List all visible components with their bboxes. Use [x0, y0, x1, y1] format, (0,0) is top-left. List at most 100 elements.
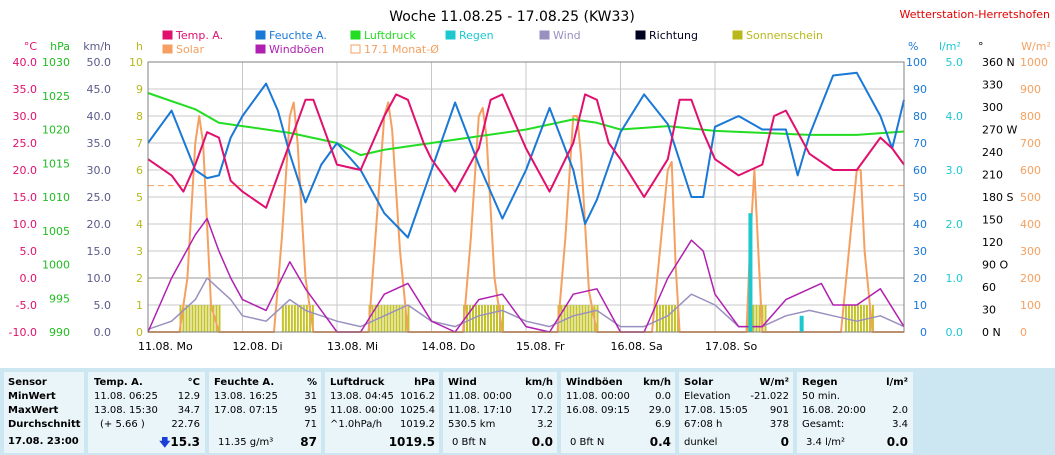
stats-col-solar-bg [679, 372, 793, 453]
sunshine-bar [496, 305, 498, 332]
solar-tick: 400 [1020, 218, 1041, 231]
humidity-tick: 40 [913, 218, 927, 231]
solar-tick: 900 [1020, 83, 1041, 96]
sun-tick: 6 [136, 164, 143, 177]
temp-tick: 10.0 [13, 218, 38, 231]
sunshine-bar [475, 305, 477, 332]
sunshine-bar [871, 305, 874, 332]
sunshine-bar [389, 305, 392, 332]
solar-tick: 200 [1020, 272, 1041, 285]
druck-avg: 1019.2 [400, 419, 435, 430]
boeen-max-time: 16.08. 09:15 [566, 405, 630, 416]
wind-avg-extra: 530.5 km [448, 419, 496, 430]
temp-now: 15.3 [170, 435, 200, 449]
sun-tick: 0 [136, 326, 143, 339]
sun-tick: 5 [136, 191, 143, 204]
wind-min-time: 11.08. 00:00 [448, 391, 512, 402]
stats-col-temp-bg [88, 372, 205, 453]
rain-tick: 2.0 [946, 218, 964, 231]
solar-max: 901 [769, 405, 789, 416]
sun-axis-title: h [136, 40, 143, 53]
sunshine-bar [308, 305, 311, 332]
legend-swatch-4 [539, 30, 550, 40]
solar-tick: 700 [1020, 137, 1041, 150]
sunshine-bar [484, 305, 486, 332]
rain-tick: 4.0 [946, 110, 964, 123]
sunshine-bar [293, 305, 296, 332]
sun-tick: 8 [136, 110, 143, 123]
stats-panel: Sensor MinWert MaxWert Durchschnitt 17.0… [0, 368, 1055, 455]
stats-col-feuchte-bg [209, 372, 321, 453]
sunshine-bar [481, 305, 483, 332]
series-feuchte-a- [147, 71, 905, 239]
wind-min: 0.0 [537, 391, 553, 402]
legend-swatch-2 [350, 30, 361, 40]
temp-tick: 0.0 [20, 272, 38, 285]
solar-tick: 800 [1020, 110, 1041, 123]
solar-axis-title: W/m² [1021, 40, 1051, 53]
legend-label-7: Solar [176, 43, 205, 56]
pressure-tick: 1010 [42, 191, 70, 204]
direction-tick: 60 [982, 281, 996, 294]
humidity-tick: 50 [913, 191, 927, 204]
direction-tick: 0 N [982, 326, 1001, 339]
sunshine-bar [407, 305, 410, 332]
sun-tick: 2 [136, 272, 143, 285]
sunshine-bar [395, 305, 398, 332]
sunshine-bar [182, 305, 185, 332]
sunshine-bar [287, 305, 290, 332]
temp-axis-title: °C [24, 40, 38, 53]
rain-tick: 5.0 [946, 56, 964, 69]
legend-label-4: Wind [553, 29, 581, 42]
temp-tick: -5.0 [16, 299, 37, 312]
sunshine-bar [383, 305, 386, 332]
humidity-tick: 70 [913, 137, 927, 150]
wind-axis-title: km/h [83, 40, 111, 53]
legend-label-3: Regen [459, 29, 494, 42]
wind-tick: 50.0 [87, 56, 112, 69]
stats-col-druck-bg [325, 372, 439, 453]
sunshine-bar [862, 305, 865, 332]
series-windböen [147, 217, 905, 333]
regen-max-time: 16.08. 20:00 [802, 405, 866, 416]
sunshine-bar [673, 305, 676, 332]
direction-tick: 180 S [982, 191, 1013, 204]
wind-tick: 10.0 [87, 272, 112, 285]
druck-max-time: 11.08. 00:00 [330, 405, 394, 416]
stats-col-regen-bg [797, 372, 913, 453]
sunshine-bar [850, 305, 853, 332]
rain-bar [748, 213, 753, 332]
boeen-min: 0.0 [655, 391, 671, 402]
sunshine-bar [311, 305, 314, 332]
stats-sensor-head: Sensor [8, 377, 47, 388]
pressure-tick: 1030 [42, 56, 70, 69]
solar-tick: 500 [1020, 191, 1041, 204]
solar-tick: 100 [1020, 299, 1041, 312]
feuchte-min: 31 [304, 391, 317, 402]
feuchte-avg: 71 [304, 419, 317, 430]
day-label: 14.08. Do [422, 340, 476, 353]
sunshine-bar [853, 305, 856, 332]
legend-label-0: Temp. A. [175, 29, 223, 42]
sunshine-bar [401, 305, 404, 332]
sunshine-bar [281, 305, 284, 332]
sunshine-bar [575, 305, 578, 332]
temp-head: Temp. A. [94, 377, 143, 388]
pressure-axis-title: hPa [50, 40, 70, 53]
pressure-tick: 1020 [42, 124, 70, 137]
day-label: 16.08. Sa [611, 340, 663, 353]
regen-avg: 3.4 [892, 419, 908, 430]
sunshine-bar [469, 305, 471, 332]
pressure-tick: 995 [49, 292, 70, 305]
pressure-tick: 1025 [42, 90, 70, 103]
legend-swatch-6 [732, 30, 743, 40]
direction-tick: 120 [982, 236, 1003, 249]
druck-now: 1019.5 [388, 435, 435, 449]
sunshine-bar [581, 305, 584, 332]
sunshine-bar [191, 305, 194, 332]
sunshine-bar [398, 305, 401, 332]
temp-avg: 22.76 [171, 419, 200, 430]
humidity-tick: 100 [906, 56, 927, 69]
sunshine-bar [305, 305, 308, 332]
temp-min-time: 11.08. 06:25 [94, 391, 158, 402]
